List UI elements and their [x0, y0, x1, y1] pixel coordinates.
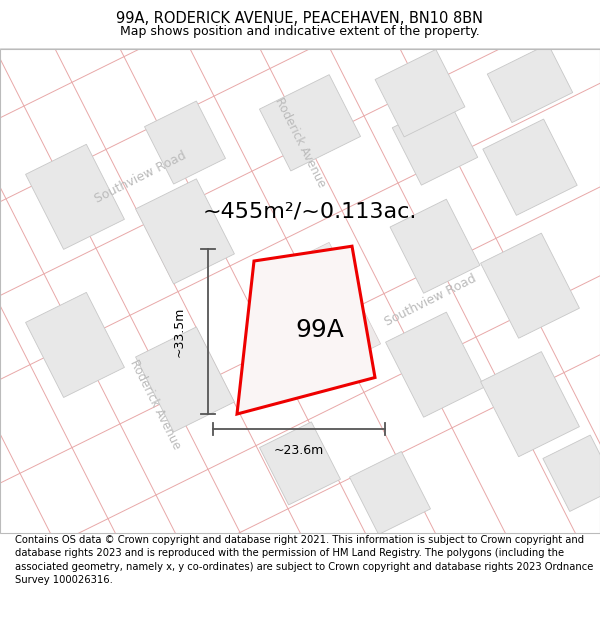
Polygon shape: [375, 49, 465, 137]
Polygon shape: [259, 242, 380, 378]
Polygon shape: [26, 144, 124, 249]
Text: Roderick Avenue: Roderick Avenue: [272, 96, 328, 189]
Polygon shape: [260, 422, 340, 505]
Polygon shape: [386, 312, 484, 418]
Polygon shape: [483, 119, 577, 216]
Text: Roderick Avenue: Roderick Avenue: [127, 357, 183, 451]
Text: Southview Road: Southview Road: [92, 149, 188, 206]
Text: 99A, RODERICK AVENUE, PEACEHAVEN, BN10 8BN: 99A, RODERICK AVENUE, PEACEHAVEN, BN10 8…: [116, 11, 484, 26]
Polygon shape: [543, 435, 600, 511]
Text: ~23.6m: ~23.6m: [274, 444, 324, 457]
Polygon shape: [259, 74, 361, 171]
Polygon shape: [136, 179, 235, 284]
Polygon shape: [26, 292, 124, 398]
Polygon shape: [390, 199, 480, 293]
Text: Contains OS data © Crown copyright and database right 2021. This information is : Contains OS data © Crown copyright and d…: [15, 535, 593, 585]
Polygon shape: [481, 233, 580, 338]
Polygon shape: [145, 101, 226, 184]
Text: Southview Road: Southview Road: [382, 272, 478, 329]
Text: ~33.5m: ~33.5m: [173, 306, 186, 357]
Polygon shape: [487, 44, 573, 122]
Text: ~455m²/~0.113ac.: ~455m²/~0.113ac.: [203, 202, 417, 222]
Text: Map shows position and indicative extent of the property.: Map shows position and indicative extent…: [120, 25, 480, 38]
Polygon shape: [136, 327, 235, 432]
Text: 99A: 99A: [296, 318, 344, 342]
Polygon shape: [237, 246, 375, 414]
Polygon shape: [350, 451, 430, 534]
Polygon shape: [481, 352, 580, 457]
Polygon shape: [392, 100, 478, 185]
